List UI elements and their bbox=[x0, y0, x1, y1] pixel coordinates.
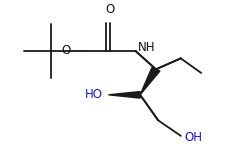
Polygon shape bbox=[108, 92, 140, 98]
Text: O: O bbox=[61, 44, 70, 57]
Text: OH: OH bbox=[183, 131, 201, 144]
Text: NH: NH bbox=[138, 41, 155, 53]
Text: HO: HO bbox=[84, 88, 102, 101]
Text: O: O bbox=[105, 3, 114, 16]
Polygon shape bbox=[140, 68, 159, 95]
